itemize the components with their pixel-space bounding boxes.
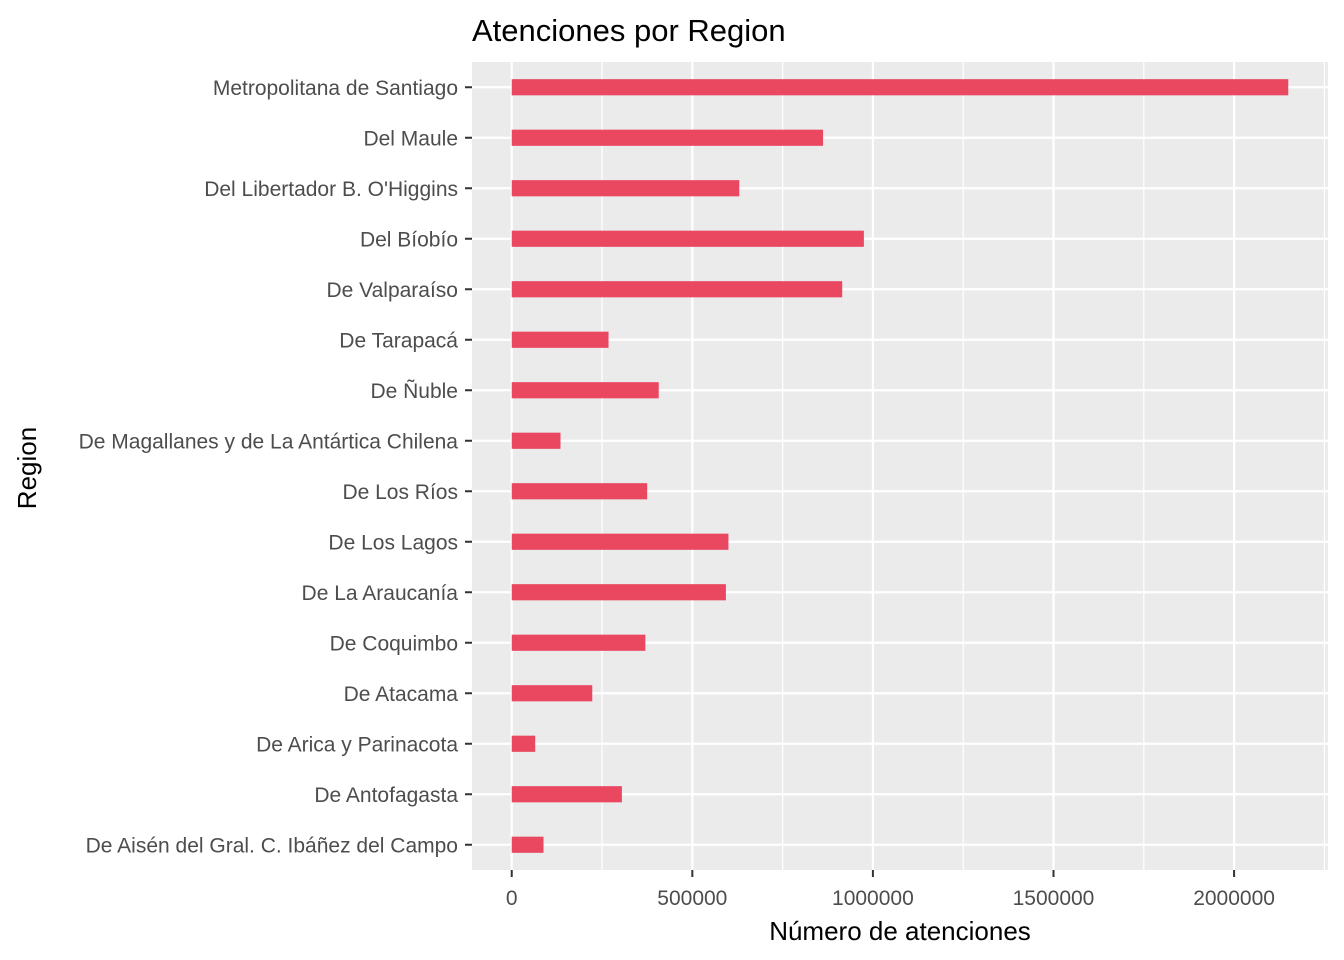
y-tick-label: De Los Lagos [328,531,458,554]
bar [511,685,593,702]
y-tick-label: De Arica y Parinacota [256,733,458,756]
y-tick-label: De Atacama [344,683,459,706]
y-tick-label: De Aisén del Gral. C. Ibáñez del Campo [86,834,458,857]
bar [511,79,1289,96]
bar [511,281,843,298]
minor-gridlines [601,62,1325,870]
y-axis-title: Region [12,427,42,509]
x-tick-label: 500000 [657,887,727,910]
plot-panel [472,62,1328,870]
y-tick-label: De Valparaíso [326,279,458,302]
bar [511,331,609,348]
bar [511,533,729,550]
y-tick-label: De Coquimbo [330,632,458,655]
x-axis-title: Número de atenciones [769,916,1031,946]
bar [511,432,561,449]
bar [511,230,864,247]
bar [511,735,536,752]
y-tick-label: Metropolitana de Santiago [213,77,458,100]
x-tick-label: 1500000 [1013,887,1095,910]
bar [511,584,726,601]
bar [511,634,646,651]
bar [511,483,648,500]
bar [511,836,544,853]
y-tick-label: Del Libertador B. O'Higgins [204,178,458,201]
y-tick-label: Del Bíobío [360,228,458,251]
y-tick-label: De Magallanes y de La Antártica Chilena [79,430,459,453]
x-tick-label: 1000000 [832,887,914,910]
chart-title: Atenciones por Region [472,13,786,48]
y-tick-label: De La Araucanía [302,582,459,605]
bars [511,79,1289,853]
y-tick-label: De Tarapacá [339,329,458,352]
y-tick-label: De Antofagasta [314,784,458,807]
y-tick-label: De Ñuble [370,379,458,403]
y-tick-label: Del Maule [363,127,458,150]
bar [511,129,824,146]
x-tick-label: 0 [506,887,518,910]
y-tick-label: De Los Ríos [342,481,458,504]
y-axis-ticks: Metropolitana de Santiago Del Maule Del Li… [79,77,472,857]
bar [511,180,740,197]
x-tick-label: 2000000 [1193,887,1275,910]
x-axis-ticks: 0 500000 1000000 1500000 2000000 [506,870,1275,910]
bar [511,382,659,399]
bar [511,786,622,803]
